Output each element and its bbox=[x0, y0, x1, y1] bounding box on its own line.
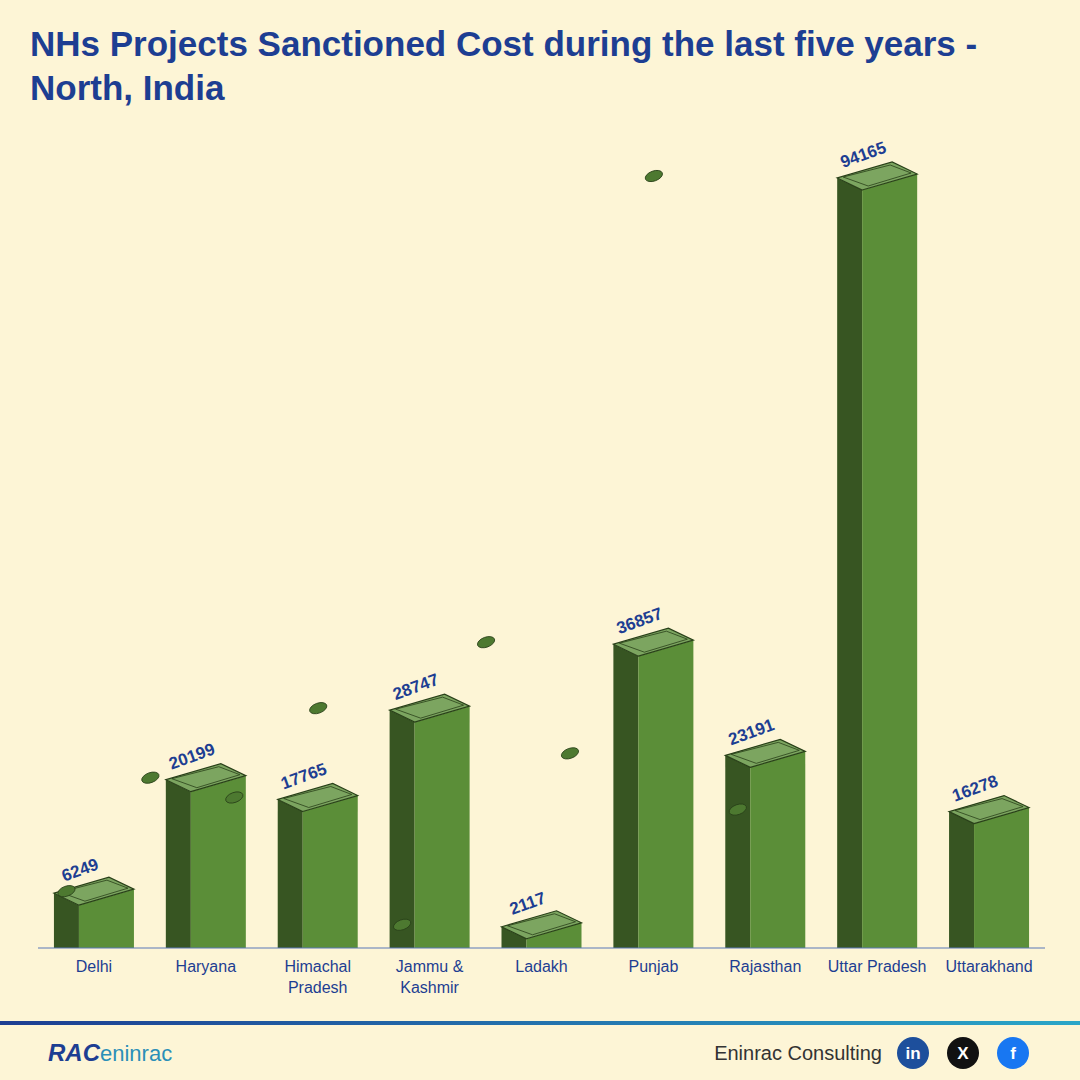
data-label: 6249 bbox=[59, 855, 101, 886]
social-circle bbox=[947, 1037, 979, 1069]
bar-front bbox=[974, 808, 1029, 948]
data-label: 20199 bbox=[166, 740, 217, 774]
bill-medallion bbox=[392, 917, 412, 933]
bill-medallion bbox=[728, 802, 748, 818]
bar bbox=[560, 739, 805, 948]
bar bbox=[644, 162, 917, 948]
logo-part: eninrac bbox=[100, 1041, 172, 1066]
data-label: 23191 bbox=[726, 715, 777, 749]
x-tick-label: Himachal Pradesh bbox=[264, 956, 372, 998]
data-label: 36857 bbox=[614, 604, 665, 638]
bar bbox=[140, 764, 246, 948]
stage: NHs Projects Sanctioned Cost during the … bbox=[0, 0, 1080, 1080]
bill-medallion bbox=[476, 634, 496, 650]
x-axis-line bbox=[38, 947, 1045, 948]
social-label: f bbox=[1010, 1044, 1016, 1063]
bar-side bbox=[725, 755, 750, 948]
social-label: X bbox=[957, 1044, 969, 1063]
bar-side bbox=[949, 812, 974, 948]
bar bbox=[476, 628, 694, 948]
data-labels: 6249 20199 17765 28747 2117 36857 23191 94165 16… bbox=[59, 138, 1001, 919]
x-tick-label: Uttarakhand bbox=[935, 956, 1043, 977]
bar bbox=[224, 783, 358, 948]
social-icon[interactable]: X bbox=[947, 1037, 979, 1069]
data-label: 16278 bbox=[950, 771, 1001, 805]
social-circle bbox=[997, 1037, 1029, 1069]
data-label: 17765 bbox=[278, 759, 329, 793]
social-icon[interactable]: in bbox=[897, 1037, 929, 1069]
bar-front bbox=[638, 640, 693, 948]
bar-side bbox=[613, 644, 638, 948]
bar-front bbox=[862, 174, 917, 948]
x-tick-label: Haryana bbox=[152, 956, 260, 977]
bar-front bbox=[303, 795, 358, 948]
bill-medallion bbox=[644, 168, 664, 184]
company-name: Eninrac Consulting bbox=[714, 1042, 882, 1064]
logo: RACeninrac bbox=[48, 1039, 172, 1066]
data-label: 94165 bbox=[838, 138, 889, 172]
logo-part: RAC bbox=[48, 1039, 101, 1066]
social-icon[interactable]: f bbox=[997, 1037, 1029, 1069]
bar-front bbox=[415, 706, 470, 948]
bar-side bbox=[278, 799, 303, 948]
bill-medallion bbox=[560, 746, 580, 762]
x-tick-label: Uttar Pradesh bbox=[823, 956, 931, 977]
bars bbox=[54, 162, 1029, 948]
data-label: 28747 bbox=[390, 670, 441, 704]
x-tick-label: Ladakh bbox=[488, 956, 596, 977]
bill-medallion bbox=[56, 883, 76, 899]
bar bbox=[308, 694, 470, 948]
data-label: 2117 bbox=[507, 888, 548, 918]
bill-medallion bbox=[224, 790, 244, 806]
bar bbox=[728, 796, 1029, 948]
bill-medallion bbox=[308, 700, 328, 716]
bar-front bbox=[191, 776, 246, 948]
x-tick-label: Delhi bbox=[40, 956, 148, 977]
x-tick-label: Punjab bbox=[599, 956, 707, 977]
chart-svg: 6249 20199 17765 28747 2117 36857 23191 94165 16… bbox=[0, 0, 1080, 1080]
social-label: in bbox=[905, 1044, 920, 1063]
bar-side bbox=[166, 780, 191, 948]
chart-title: NHs Projects Sanctioned Cost during the … bbox=[30, 22, 1050, 110]
footer-rule bbox=[0, 1021, 1080, 1025]
bar bbox=[54, 877, 134, 948]
bar-side bbox=[837, 178, 862, 948]
bar-side bbox=[390, 710, 415, 948]
social-circle bbox=[897, 1037, 929, 1069]
x-tick-label: Rajasthan bbox=[711, 956, 819, 977]
bill-medallion bbox=[140, 770, 160, 786]
x-tick-label: Jammu & Kashmir bbox=[376, 956, 484, 998]
bar-front bbox=[750, 751, 805, 948]
bar bbox=[392, 911, 582, 948]
